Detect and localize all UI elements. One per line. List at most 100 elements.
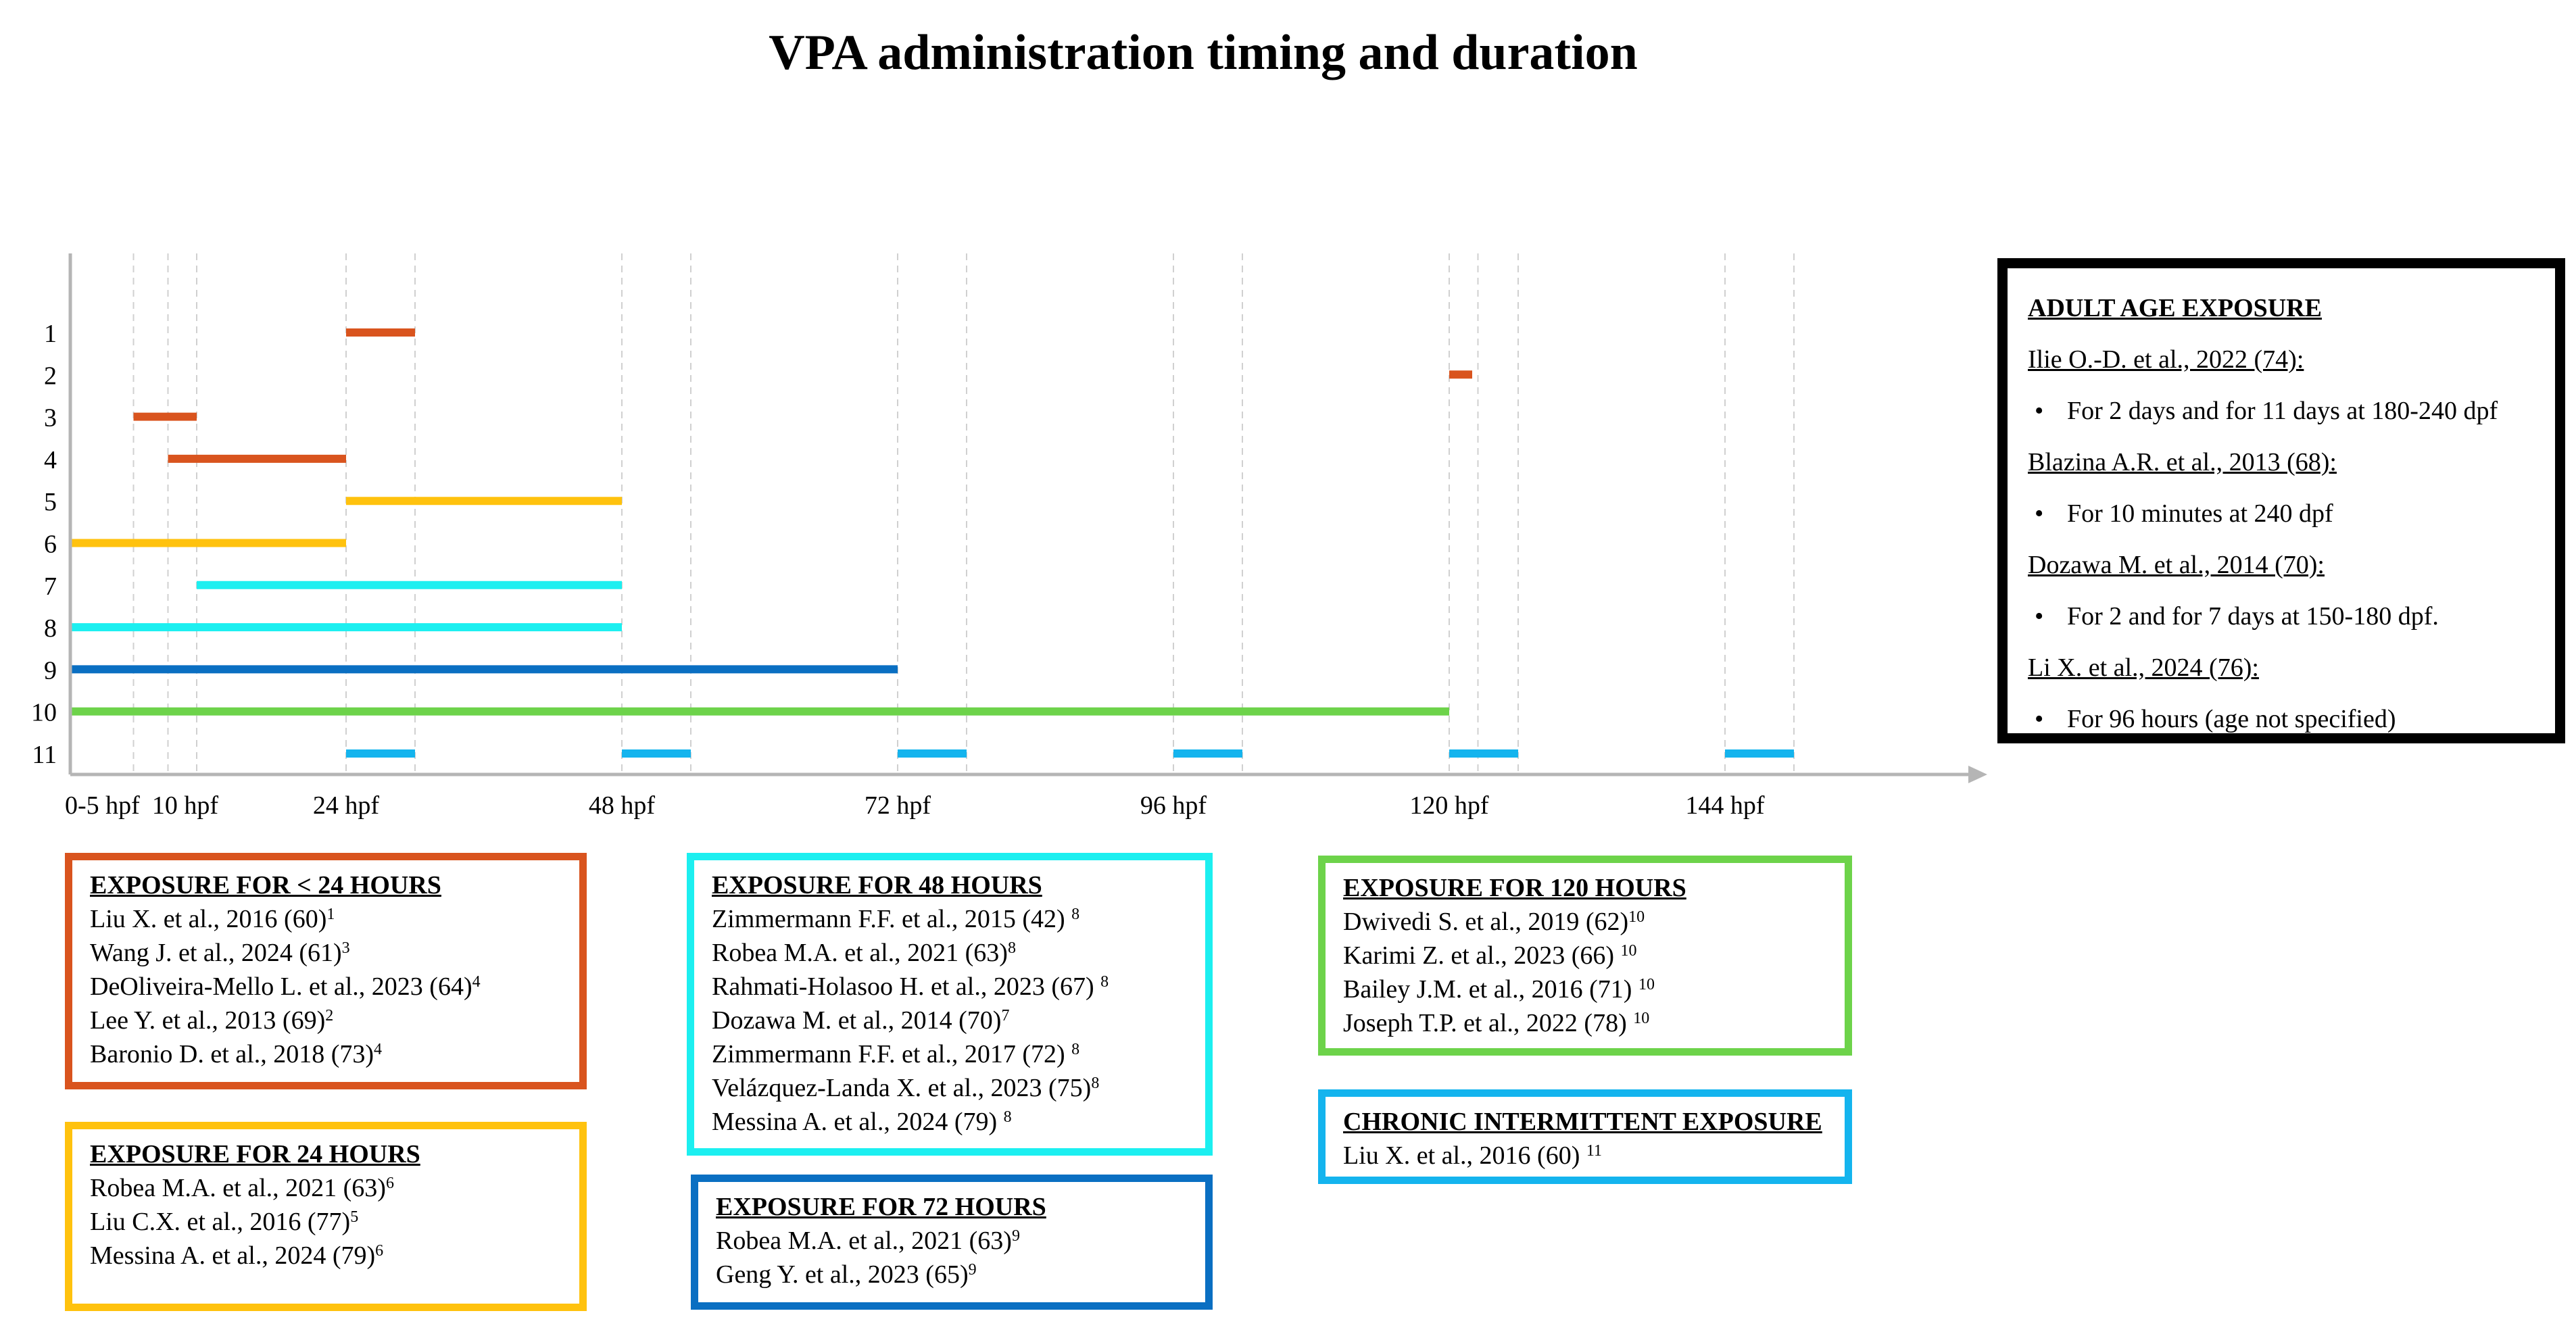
reference-line: Lee Y. et al., 2013 (69)2 <box>90 1004 562 1037</box>
legend-box-heading: EXPOSURE FOR 24 HOURS <box>90 1140 420 1168</box>
reference-footnote: 7 <box>1001 1007 1010 1025</box>
gridlines <box>132 253 1795 774</box>
legend-box-72h: EXPOSURE FOR 72 HOURS Robea M.A. et al., … <box>691 1175 1213 1310</box>
adult-study-ref: Li X. et al., 2024 (76): <box>2028 653 2259 682</box>
reference-footnote: 10 <box>1628 908 1645 926</box>
labels: 1 2 3 4 5 6 7 8 9 10 11 0-5 hpf 10 hpf 24 hpf 48 hpf 72… <box>31 320 1765 820</box>
detail-text: For 2 and for 7 days at 150-180 dpf. <box>2067 602 2439 631</box>
x-tick-label: 144 hpf <box>1685 791 1765 820</box>
row-label: 7 <box>44 572 57 601</box>
reference-footnote: 2 <box>325 1007 334 1025</box>
adult-study-detail: • For 2 days and for 11 days at 180-240 d… <box>2028 385 2535 437</box>
reference-footnote: 8 <box>1003 1108 1012 1126</box>
reference-text: Karimi Z. et al., 2023 (66) <box>1343 941 1621 970</box>
reference-text: Messina A. et al., 2024 (79) <box>712 1108 1004 1136</box>
reference-text: Robea M.A. et al., 2021 (63) <box>716 1227 1012 1255</box>
reference-text: Wang J. et al., 2024 (61) <box>90 939 342 967</box>
reference-footnote: 1 <box>326 906 335 923</box>
reference-line: Dozawa M. et al., 2014 (70)7 <box>712 1004 1188 1037</box>
reference-text: Rahmati-Holasoo H. et al., 2023 (67) <box>712 972 1101 1001</box>
reference-text: Baronio D. et al., 2018 (73) <box>90 1040 374 1068</box>
reference-footnote: 8 <box>1071 1041 1080 1058</box>
bullet-icon: • <box>2035 499 2044 528</box>
reference-footnote: 3 <box>341 939 350 957</box>
adult-exposure-box: ADULT AGE EXPOSURE Ilie O.-D. et al., 20… <box>1997 258 2565 743</box>
adult-study-detail: • For 96 hours (age not specified) <box>2028 693 2535 745</box>
x-tick-label: 48 hpf <box>589 791 656 820</box>
legend-box-heading: CHRONIC INTERMITTENT EXPOSURE <box>1343 1108 1822 1136</box>
reference-line: Dwivedi S. et al., 2019 (62)10 <box>1343 905 1827 939</box>
reference-line: Liu C.X. et al., 2016 (77)5 <box>90 1205 562 1239</box>
detail-text: For 10 minutes at 240 dpf <box>2067 499 2333 528</box>
reference-text: Dozawa M. et al., 2014 (70) <box>712 1006 1002 1035</box>
reference-line: Liu X. et al., 2016 (60)1 <box>90 902 562 936</box>
legend-box-48h: EXPOSURE FOR 48 HOURS Zimmermann F.F. et … <box>687 853 1213 1156</box>
reference-footnote: 8 <box>1091 1075 1100 1092</box>
reference-text: Liu X. et al., 2016 (60) <box>90 905 327 933</box>
row-label: 9 <box>44 656 57 685</box>
reference-line: Wang J. et al., 2024 (61)3 <box>90 936 562 970</box>
reference-footnote: 5 <box>350 1208 359 1226</box>
reference-text: Geng Y. et al., 2023 (65) <box>716 1260 969 1289</box>
legend-box-chronic-intermittent: CHRONIC INTERMITTENT EXPOSURE Liu X. et a… <box>1318 1089 1852 1184</box>
adult-study-detail: • For 2 and for 7 days at 150-180 dpf. <box>2028 591 2535 642</box>
legend-box-heading: EXPOSURE FOR 48 HOURS <box>712 871 1042 899</box>
reference-line: Geng Y. et al., 2023 (65)9 <box>716 1258 1188 1291</box>
reference-text: DeOliveira-Mello L. et al., 2023 (64) <box>90 972 472 1001</box>
reference-line: Karimi Z. et al., 2023 (66) 10 <box>1343 939 1827 972</box>
reference-line: Messina A. et al., 2024 (79) 8 <box>712 1105 1188 1139</box>
reference-footnote: 6 <box>375 1242 384 1260</box>
reference-text: Liu C.X. et al., 2016 (77) <box>90 1208 351 1236</box>
row-label: 3 <box>44 404 57 433</box>
reference-line: Liu X. et al., 2016 (60) 11 <box>1343 1139 1827 1173</box>
reference-text: Liu X. et al., 2016 (60) <box>1343 1141 1586 1170</box>
legend-box-heading: EXPOSURE FOR 72 HOURS <box>716 1193 1046 1221</box>
reference-line: Zimmermann F.F. et al., 2015 (42) 8 <box>712 902 1188 936</box>
reference-footnote: 9 <box>968 1261 977 1279</box>
reference-text: Robea M.A. et al., 2021 (63) <box>712 939 1008 967</box>
x-axis-arrow-icon <box>1968 766 1987 783</box>
bars <box>70 328 1794 758</box>
reference-footnote: 10 <box>1633 1010 1650 1027</box>
reference-text: Velázquez-Landa X. et al., 2023 (75) <box>712 1074 1092 1102</box>
reference-footnote: 11 <box>1586 1142 1602 1160</box>
adult-study-ref: Dozawa M. et al., 2014 (70): <box>2028 551 2325 579</box>
legend-box-120h: EXPOSURE FOR 120 HOURS Dwivedi S. et al.,… <box>1318 856 1852 1056</box>
legend-box-24h: EXPOSURE FOR 24 HOURS Robea M.A. et al., … <box>65 1122 587 1311</box>
reference-text: Zimmermann F.F. et al., 2017 (72) <box>712 1040 1072 1068</box>
reference-text: Joseph T.P. et al., 2022 (78) <box>1343 1009 1634 1037</box>
adult-study-ref: Ilie O.-D. et al., 2022 (74): <box>2028 345 2304 374</box>
reference-line: Zimmermann F.F. et al., 2017 (72) 8 <box>712 1037 1188 1071</box>
x-tick-label: 0-5 hpf <box>65 791 140 820</box>
reference-line: Messina A. et al., 2024 (79)6 <box>90 1239 562 1273</box>
axes <box>68 253 1987 783</box>
reference-line: Robea M.A. et al., 2021 (63)9 <box>716 1224 1188 1258</box>
reference-line: Bailey J.M. et al., 2016 (71) 10 <box>1343 972 1827 1006</box>
x-tick-label: 10 hpf <box>152 791 219 820</box>
reference-text: Dwivedi S. et al., 2019 (62) <box>1343 908 1629 936</box>
reference-footnote: 9 <box>1011 1227 1020 1245</box>
row-label: 5 <box>44 488 57 516</box>
reference-footnote: 10 <box>1638 976 1655 993</box>
detail-text: For 2 days and for 11 days at 180-240 dp… <box>2067 397 2498 425</box>
reference-line: Joseph T.P. et al., 2022 (78) 10 <box>1343 1006 1827 1040</box>
bullet-icon: • <box>2035 397 2044 425</box>
reference-footnote: 10 <box>1620 942 1637 960</box>
legend-box-heading: EXPOSURE FOR 120 HOURS <box>1343 874 1686 902</box>
reference-footnote: 6 <box>385 1175 394 1192</box>
reference-footnote: 8 <box>1071 906 1080 923</box>
reference-footnote: 4 <box>374 1041 383 1058</box>
legend-box-heading: EXPOSURE FOR < 24 HOURS <box>90 871 441 899</box>
x-tick-label: 120 hpf <box>1409 791 1489 820</box>
legend-box-under-24h: EXPOSURE FOR < 24 HOURS Liu X. et al., 20… <box>65 853 587 1089</box>
reference-line: Rahmati-Holasoo H. et al., 2023 (67) 8 <box>712 970 1188 1004</box>
row-label: 10 <box>31 699 57 727</box>
row-label: 11 <box>32 741 57 769</box>
row-label: 8 <box>44 614 57 643</box>
bullet-icon: • <box>2035 602 2044 631</box>
adult-exposure-heading: ADULT AGE EXPOSURE <box>2028 294 2323 322</box>
reference-text: Lee Y. et al., 2013 (69) <box>90 1006 326 1035</box>
x-tick-label: 96 hpf <box>1140 791 1207 820</box>
chart-title: VPA administration timing and duration <box>769 25 1638 80</box>
row-label: 1 <box>44 320 57 348</box>
